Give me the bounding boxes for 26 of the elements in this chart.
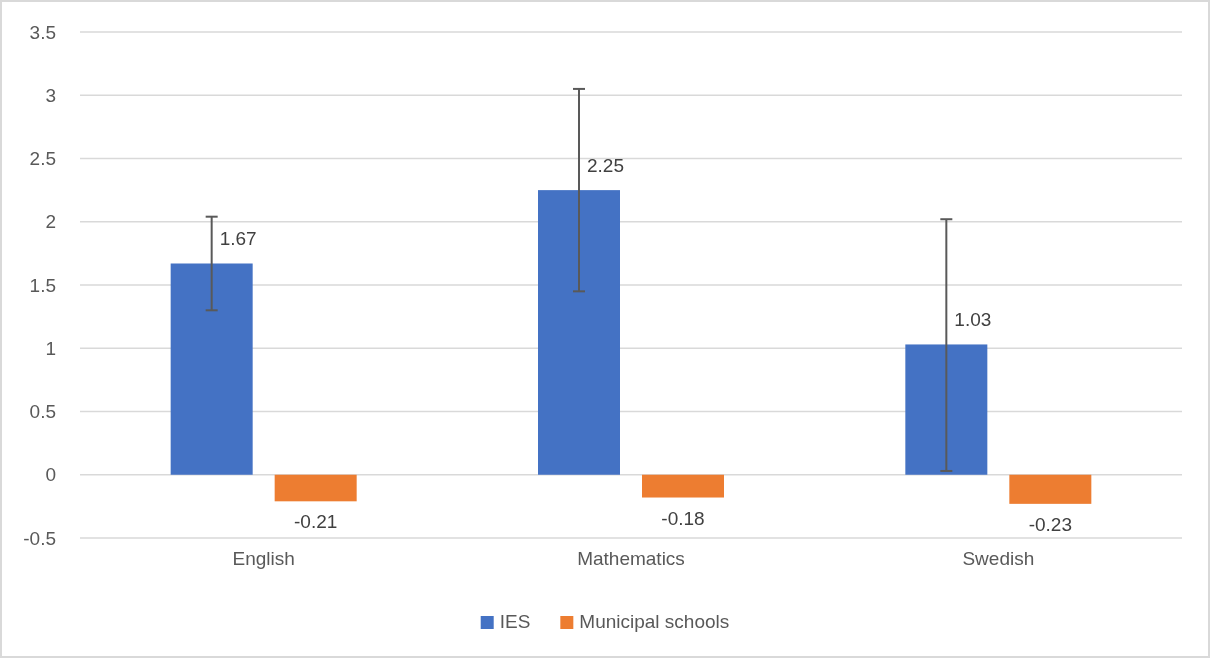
y-tick-label: 3.5: [29, 21, 56, 43]
x-tick-label: Swedish: [962, 548, 1035, 570]
data-label: -0.21: [294, 511, 338, 533]
y-tick-label: 2.5: [29, 148, 56, 170]
data-label: 1.67: [219, 228, 257, 250]
y-tick-label: 1.5: [29, 274, 56, 296]
bar: [1009, 474, 1092, 504]
bar: [538, 190, 620, 475]
bar: [642, 474, 724, 498]
x-tick-label: Mathematics: [577, 548, 685, 570]
y-tick-label: 0.5: [29, 401, 56, 423]
data-label: 2.25: [587, 155, 624, 177]
y-tick-label: 1: [45, 337, 56, 359]
bar: [170, 263, 253, 475]
bar: [274, 474, 357, 502]
data-label: -0.18: [661, 507, 705, 529]
y-tick-label: 2: [45, 211, 56, 233]
data-label: 1.03: [954, 309, 992, 331]
legend-label: IES: [499, 611, 531, 632]
bar: [905, 344, 988, 475]
legend-label: Municipal schools: [579, 611, 730, 632]
data-label: -0.23: [1028, 513, 1072, 535]
x-tick-label: English: [232, 548, 295, 570]
y-tick-label: 0: [45, 464, 56, 486]
y-tick-label: 3: [45, 84, 56, 106]
y-tick-label: -0.5: [23, 527, 56, 549]
